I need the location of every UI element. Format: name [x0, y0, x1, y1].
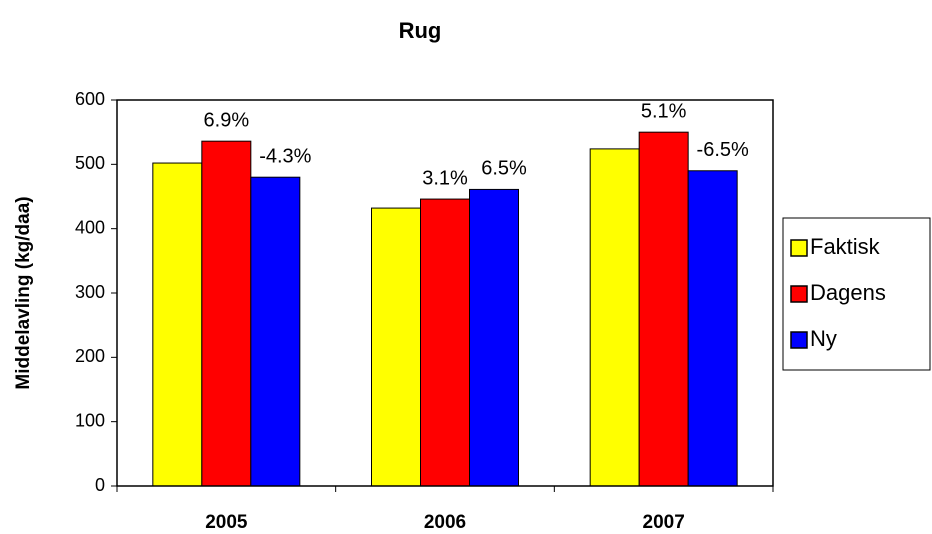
data-label: 6.9%: [204, 109, 250, 131]
x-tick-label: 2007: [643, 512, 685, 533]
bar: [250, 176, 301, 487]
y-tick-label: 400: [75, 217, 105, 237]
data-label: 3.1%: [422, 167, 468, 189]
chart-title: Rug: [399, 18, 442, 43]
legend-label: Dagens: [810, 280, 886, 305]
legend-swatch: [790, 239, 808, 257]
legend-label: Faktisk: [810, 234, 881, 259]
bar: [687, 170, 738, 487]
bar: [589, 148, 640, 487]
y-axis-label: Middelavling (kg/daa): [13, 196, 34, 389]
y-tick-label: 100: [75, 410, 105, 430]
legend-swatch: [790, 331, 808, 349]
legend-swatch: [790, 285, 808, 303]
y-tick-label: 0: [95, 475, 105, 495]
bar: [420, 198, 470, 487]
bar: [469, 188, 519, 487]
bar: [638, 131, 689, 487]
x-tick-label: 2006: [424, 512, 466, 533]
y-tick-label: 200: [75, 346, 105, 366]
data-label: -4.3%: [259, 145, 311, 167]
plot-frame: [116, 99, 774, 487]
x-tick-label: 2005: [205, 512, 248, 533]
y-tick-label: 300: [75, 282, 105, 302]
data-label: 6.5%: [481, 158, 527, 180]
bar: [201, 140, 252, 487]
bar: [152, 162, 203, 487]
y-tick-label: 600: [75, 89, 105, 109]
legend-label: Ny: [810, 326, 837, 351]
bar: [371, 207, 421, 487]
data-label: 5.1%: [641, 100, 687, 122]
data-label: -6.5%: [697, 139, 749, 161]
y-tick-label: 500: [75, 153, 105, 173]
